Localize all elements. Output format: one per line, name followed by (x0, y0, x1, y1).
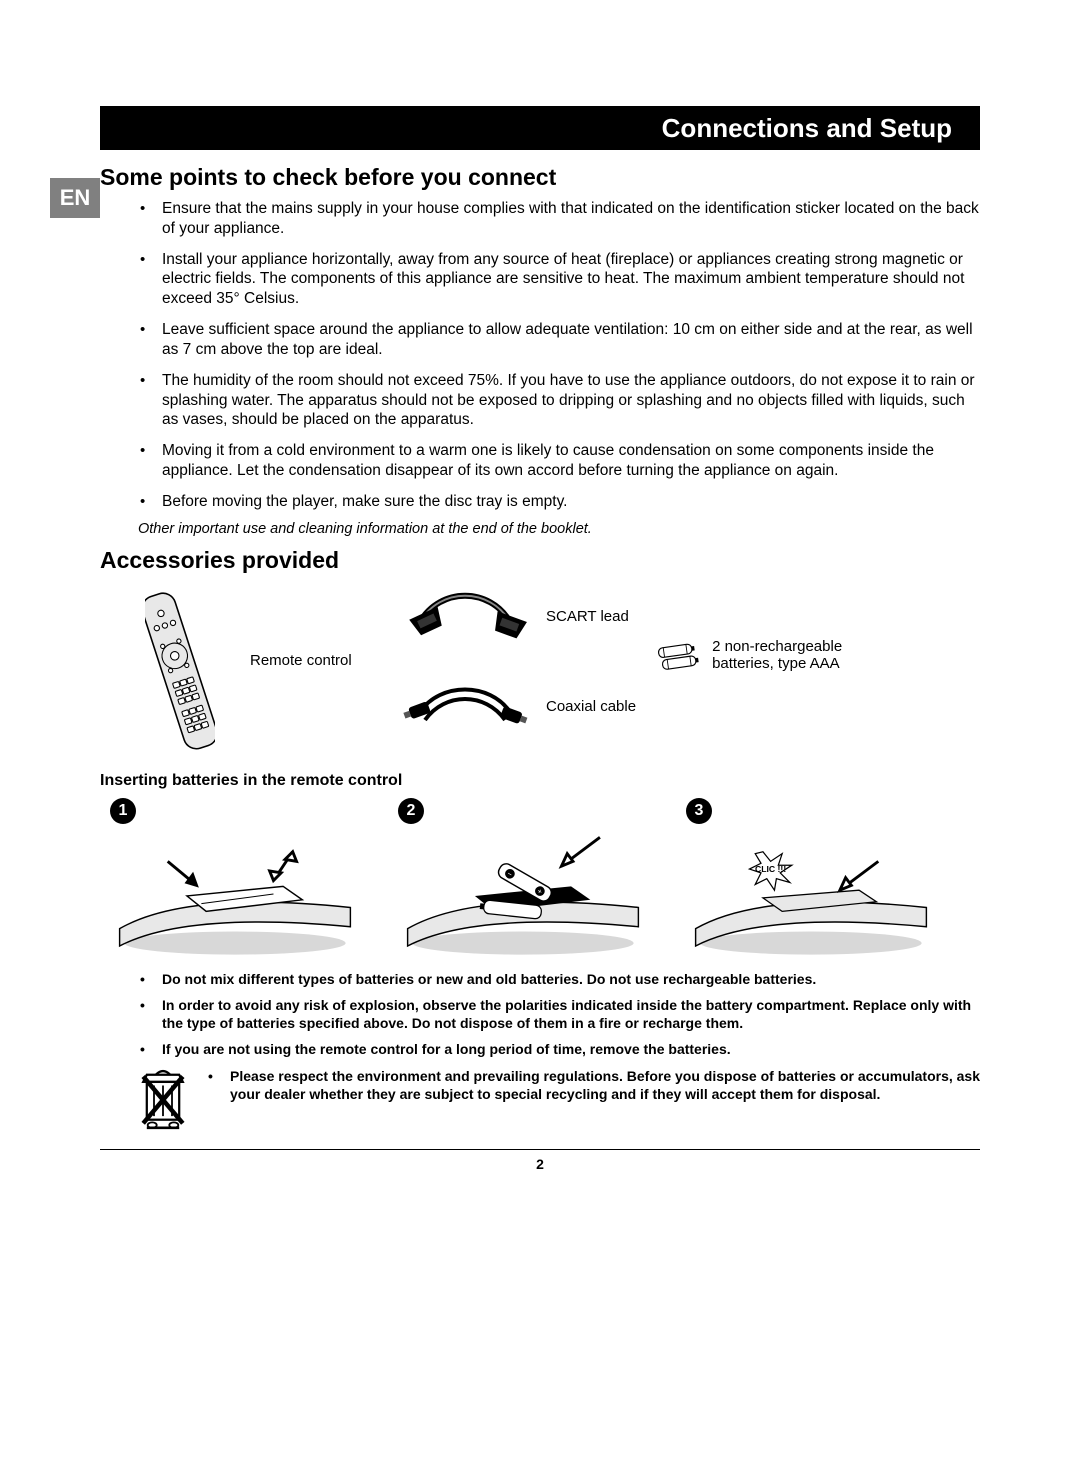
bullet-item: Install your appliance horizontally, awa… (140, 250, 980, 309)
section1-list: Ensure that the mains supply in your hou… (100, 199, 980, 512)
italic-note: Other important use and cleaning informa… (100, 521, 980, 537)
accessories-row: Remote control (100, 582, 980, 762)
language-badge: EN (50, 178, 100, 218)
scart-label: SCART lead (546, 608, 629, 625)
step-number: 1 (110, 798, 136, 824)
step3-illustration: CLIC !!! (686, 830, 936, 960)
warning-item: If you are not using the remote control … (140, 1040, 980, 1058)
section3-heading: Inserting batteries in the remote contro… (100, 772, 980, 790)
warnings-list: Do not mix different types of batteries … (100, 970, 980, 1059)
clic-label: CLIC !!! (755, 864, 786, 874)
bullet-item: Ensure that the mains supply in your hou… (140, 199, 980, 239)
warning-item: Do not mix different types of batteries … (140, 970, 980, 988)
section1-heading: Some points to check before you connect (100, 164, 980, 191)
environment-row: Please respect the environment and preva… (136, 1067, 980, 1131)
step-3: 3 CLIC !!! (686, 798, 946, 960)
page-title: Connections and Setup (662, 113, 952, 144)
bullet-item: Leave sufficient space around the applia… (140, 320, 980, 360)
warning-item: In order to avoid any risk of explosion,… (140, 996, 980, 1032)
remote-control-illustration (130, 582, 230, 762)
environment-warning: Please respect the environment and preva… (208, 1067, 980, 1103)
scart-lead-illustration (400, 582, 530, 652)
recycle-bin-icon (136, 1067, 190, 1131)
step-1: 1 (110, 798, 370, 960)
coaxial-cable-illustration (400, 672, 530, 742)
footer-rule (100, 1149, 980, 1150)
bullet-item: Moving it from a cold environment to a w… (140, 441, 980, 481)
page-number: 2 (100, 1156, 980, 1172)
battery-steps-row: 1 2 (110, 798, 980, 960)
step2-illustration: − + (398, 830, 648, 960)
step-number: 3 (686, 798, 712, 824)
remote-label: Remote control (250, 652, 380, 669)
language-code: EN (60, 185, 91, 211)
step1-illustration (110, 830, 360, 960)
section2-heading: Accessories provided (100, 547, 980, 574)
step-number: 2 (398, 798, 424, 824)
bullet-item: The humidity of the room should not exce… (140, 371, 980, 430)
title-bar: Connections and Setup (100, 106, 980, 150)
batteries-illustration (656, 638, 700, 678)
bullet-item: Before moving the player, make sure the … (140, 492, 980, 512)
batteries-label: 2 non-rechargeable batteries, type AAA (712, 638, 862, 672)
step-2: 2 − + (398, 798, 658, 960)
coax-label: Coaxial cable (546, 698, 636, 715)
